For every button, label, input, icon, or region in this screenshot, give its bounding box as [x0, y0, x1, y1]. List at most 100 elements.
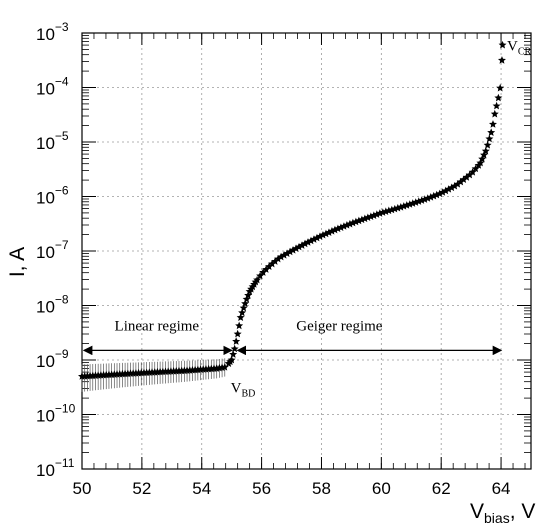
data-point	[360, 214, 369, 223]
data-point	[488, 120, 497, 128]
x-axis-title-main: V	[470, 500, 484, 523]
data-point	[485, 134, 494, 143]
data-point	[259, 268, 268, 276]
axis-ticks	[81, 32, 531, 470]
data-point	[453, 180, 462, 188]
data-point	[220, 363, 229, 371]
data-point	[268, 259, 277, 268]
tick-labels: 50 52 54 56 58 60 62 64 10−11 10−10 10−9 10−8 10−7 10…	[36, 20, 511, 498]
data-point	[227, 355, 236, 364]
data-point	[444, 185, 453, 193]
data-point	[438, 188, 447, 196]
x-tick-label: 56	[252, 479, 271, 498]
linear-regime-label: Linear regime	[115, 318, 200, 334]
data-point	[253, 275, 262, 284]
y-tick-label: 10−7	[36, 238, 69, 262]
data-point	[462, 173, 471, 181]
data-point	[327, 227, 336, 235]
y-tick-label: 10−10	[36, 402, 76, 426]
data-point	[289, 246, 298, 254]
data-point	[456, 177, 465, 186]
data-point	[236, 313, 245, 321]
data-point	[366, 212, 375, 220]
data-point	[230, 344, 239, 353]
data-point	[277, 252, 286, 261]
data-point	[265, 262, 274, 271]
data-point	[244, 291, 253, 299]
data-point	[372, 210, 381, 218]
x-tick-label: 54	[192, 479, 211, 498]
data-point	[312, 233, 321, 242]
data-point	[494, 93, 503, 102]
data-point	[426, 193, 435, 201]
data-point	[304, 238, 312, 246]
data-point	[447, 183, 456, 192]
geiger-regime-label: Geiger regime	[296, 318, 383, 334]
data-point	[233, 329, 242, 338]
data-point	[363, 213, 372, 222]
x-tick-label: 50	[73, 479, 92, 498]
data-point	[271, 257, 280, 265]
data-point	[307, 236, 315, 245]
data-point	[283, 249, 292, 257]
y-tick-label: 10−3	[36, 20, 69, 44]
data-point	[232, 337, 241, 345]
data-point	[336, 223, 345, 231]
data-point	[432, 190, 441, 199]
x-tick-label: 52	[132, 479, 151, 498]
data-points	[78, 40, 507, 380]
data-point	[369, 211, 378, 219]
y-tick-label: 10−4	[36, 75, 69, 99]
data-point	[351, 217, 360, 226]
data-point	[256, 271, 265, 280]
data-point	[498, 40, 507, 49]
data-point	[324, 228, 333, 236]
data-point	[286, 247, 295, 256]
data-point	[465, 170, 474, 179]
data-point	[357, 215, 366, 224]
data-point	[235, 321, 244, 330]
data-point	[239, 303, 248, 312]
data-point	[496, 83, 505, 92]
data-point	[292, 244, 301, 253]
data-point	[481, 146, 490, 155]
y-tick-label: 10−5	[36, 129, 69, 153]
data-point	[459, 175, 468, 184]
data-point	[490, 109, 499, 118]
data-point	[295, 242, 304, 251]
data-point	[478, 154, 487, 163]
data-point	[298, 241, 306, 249]
data-point	[315, 232, 324, 240]
vcr-label: VCR	[507, 39, 532, 58]
y-tick-label: 10−11	[36, 456, 75, 480]
data-point	[274, 254, 283, 263]
data-point	[480, 150, 488, 159]
x-tick-label: 64	[492, 479, 511, 498]
data-point	[429, 191, 438, 200]
y-tick-label: 10−9	[36, 347, 69, 371]
data-point	[487, 128, 496, 136]
data-point	[229, 350, 238, 358]
data-point	[483, 140, 492, 149]
data-point	[330, 225, 339, 234]
data-point	[471, 164, 480, 173]
data-point	[492, 101, 501, 110]
data-point	[420, 195, 429, 203]
data-point	[242, 295, 251, 303]
data-point	[476, 158, 485, 167]
data-point	[262, 265, 271, 273]
data-point	[342, 221, 351, 229]
y-axis-title: I, A	[6, 247, 29, 277]
y-tick-label: 10−8	[36, 293, 69, 317]
data-point	[333, 224, 342, 233]
data-point	[450, 181, 459, 190]
data-point	[238, 308, 247, 317]
x-tick-label: 62	[432, 479, 451, 498]
data-point	[435, 189, 444, 198]
data-point	[241, 299, 250, 308]
grid-lines	[82, 33, 531, 469]
x-axis-title-suffix: , V	[510, 500, 536, 523]
data-point	[348, 218, 357, 227]
data-point	[280, 251, 289, 259]
